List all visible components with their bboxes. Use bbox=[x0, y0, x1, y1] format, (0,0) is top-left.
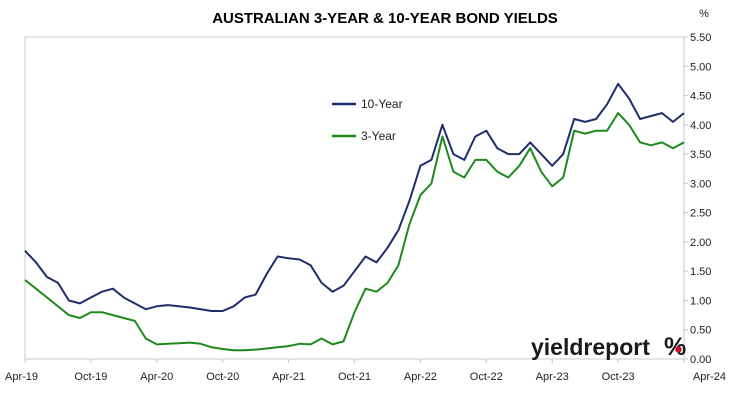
x-tick-label: Apr-19 bbox=[5, 371, 38, 383]
y-tick-label: 1.50 bbox=[690, 266, 711, 278]
y-tick-label: 2.00 bbox=[690, 237, 711, 249]
x-tick-label: Oct-20 bbox=[206, 371, 239, 383]
x-axis-ticks: Apr-19 Oct-19 Apr-20 Oct-20 Apr-21 Oct-21 Apr-… bbox=[5, 359, 726, 383]
y-tick-label: 3.50 bbox=[690, 149, 711, 161]
x-tick-label: Apr-23 bbox=[536, 371, 569, 383]
yieldreport-logo: yieldreport % bbox=[531, 333, 686, 361]
legend: 10-Year 3-Year bbox=[332, 97, 403, 143]
y-axis-unit-label: % bbox=[699, 8, 709, 20]
x-tick-label: Apr-21 bbox=[272, 371, 305, 383]
x-tick-label: Oct-21 bbox=[338, 371, 371, 383]
logo-percent-icon: % bbox=[664, 333, 686, 361]
chart-title: AUSTRALIAN 3-YEAR & 10-YEAR BOND YIELDS bbox=[212, 10, 558, 27]
x-tick-label: Oct-22 bbox=[470, 371, 503, 383]
y-tick-label: 0.00 bbox=[690, 354, 711, 366]
logo-accent-dot bbox=[675, 346, 682, 353]
y-tick-label: 0.50 bbox=[690, 325, 711, 337]
legend-label: 10-Year bbox=[361, 97, 403, 111]
y-tick-label: 5.50 bbox=[690, 32, 711, 44]
x-tick-label: Apr-22 bbox=[404, 371, 437, 383]
logo-wordmark: yieldreport bbox=[531, 334, 650, 360]
series-line-3-year bbox=[24, 112, 685, 352]
series-layer bbox=[24, 82, 685, 352]
x-tick-label: Apr-24 bbox=[693, 371, 726, 383]
x-tick-label: Apr-20 bbox=[140, 371, 173, 383]
x-tick-label: Oct-23 bbox=[602, 371, 635, 383]
x-tick-label: Oct-19 bbox=[74, 371, 107, 383]
y-axis-ticks: 0.00 0.50 1.00 1.50 2.00 2.50 3.00 3.50 4.00 4.50… bbox=[684, 32, 711, 366]
legend-label: 3-Year bbox=[361, 129, 396, 143]
y-tick-label: 1.00 bbox=[690, 295, 711, 307]
y-tick-label: 3.00 bbox=[690, 178, 711, 190]
y-tick-label: 2.50 bbox=[690, 208, 711, 220]
y-tick-label: 4.00 bbox=[690, 120, 711, 132]
series-line-10-year bbox=[24, 82, 685, 312]
y-tick-label: 5.00 bbox=[690, 61, 711, 73]
y-tick-label: 4.50 bbox=[690, 91, 711, 103]
